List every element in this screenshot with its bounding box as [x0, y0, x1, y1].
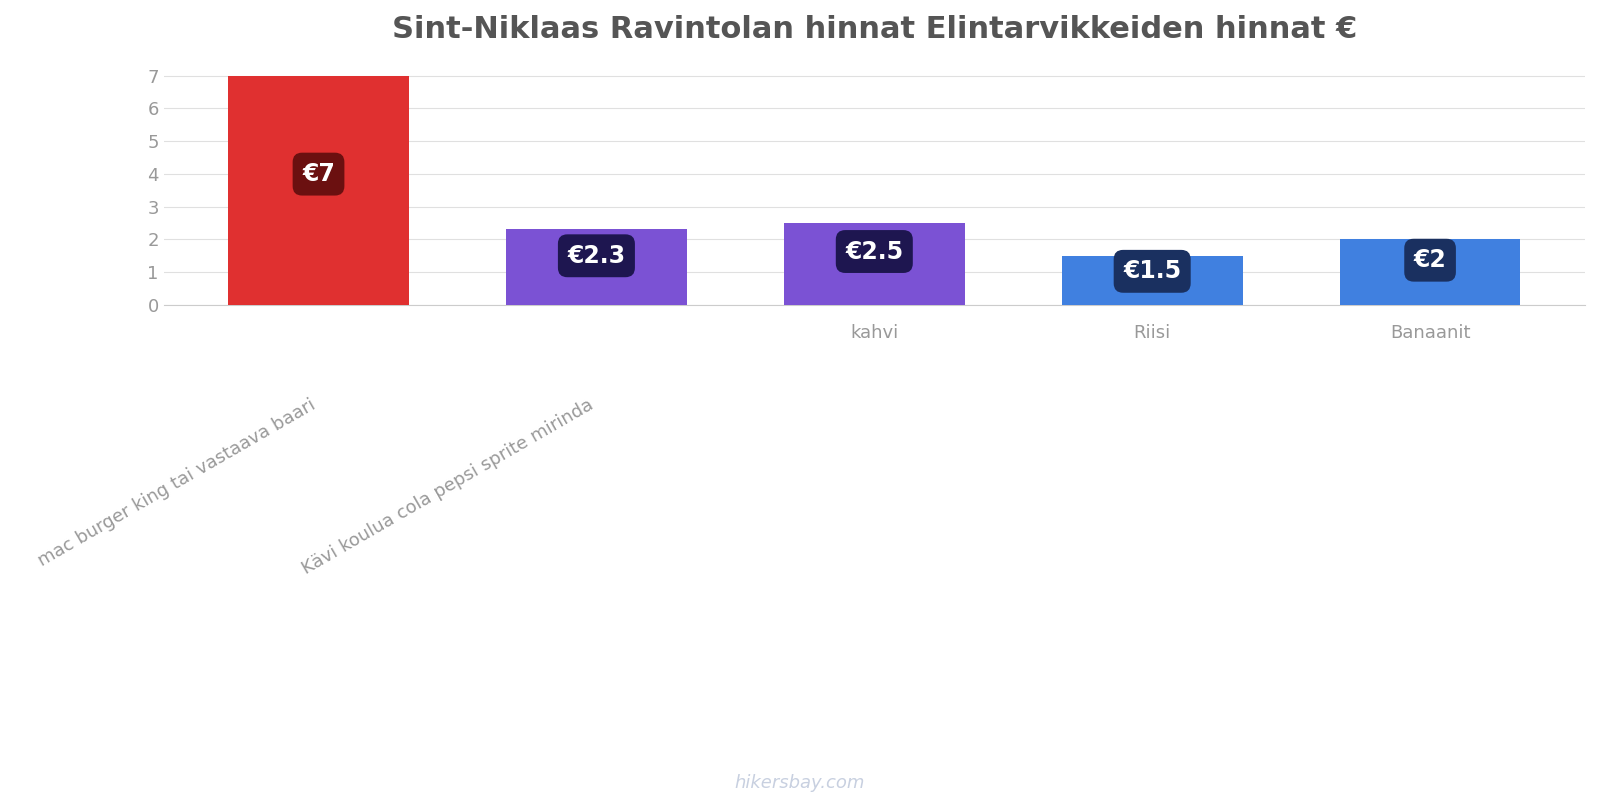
Text: €2: €2 — [1414, 248, 1446, 272]
Text: mac burger king tai vastaava baari: mac burger king tai vastaava baari — [35, 395, 318, 570]
Bar — [1062, 256, 1243, 305]
Text: Banaanit: Banaanit — [1390, 324, 1470, 342]
Text: €2.5: €2.5 — [845, 239, 904, 263]
Text: Riisi: Riisi — [1133, 324, 1171, 342]
Text: €2.3: €2.3 — [568, 244, 626, 268]
Bar — [784, 223, 965, 305]
Text: €1.5: €1.5 — [1123, 259, 1181, 283]
Bar — [229, 75, 410, 305]
Text: €7: €7 — [302, 162, 334, 186]
Bar — [506, 230, 686, 305]
Text: kahvi: kahvi — [850, 324, 899, 342]
Bar — [1339, 239, 1520, 305]
Text: Kävi koulua cola pepsi sprite mirinda: Kävi koulua cola pepsi sprite mirinda — [299, 395, 597, 578]
Title: Sint-Niklaas Ravintolan hinnat Elintarvikkeiden hinnat €: Sint-Niklaas Ravintolan hinnat Elintarvi… — [392, 15, 1357, 44]
Text: hikersbay.com: hikersbay.com — [734, 774, 866, 792]
